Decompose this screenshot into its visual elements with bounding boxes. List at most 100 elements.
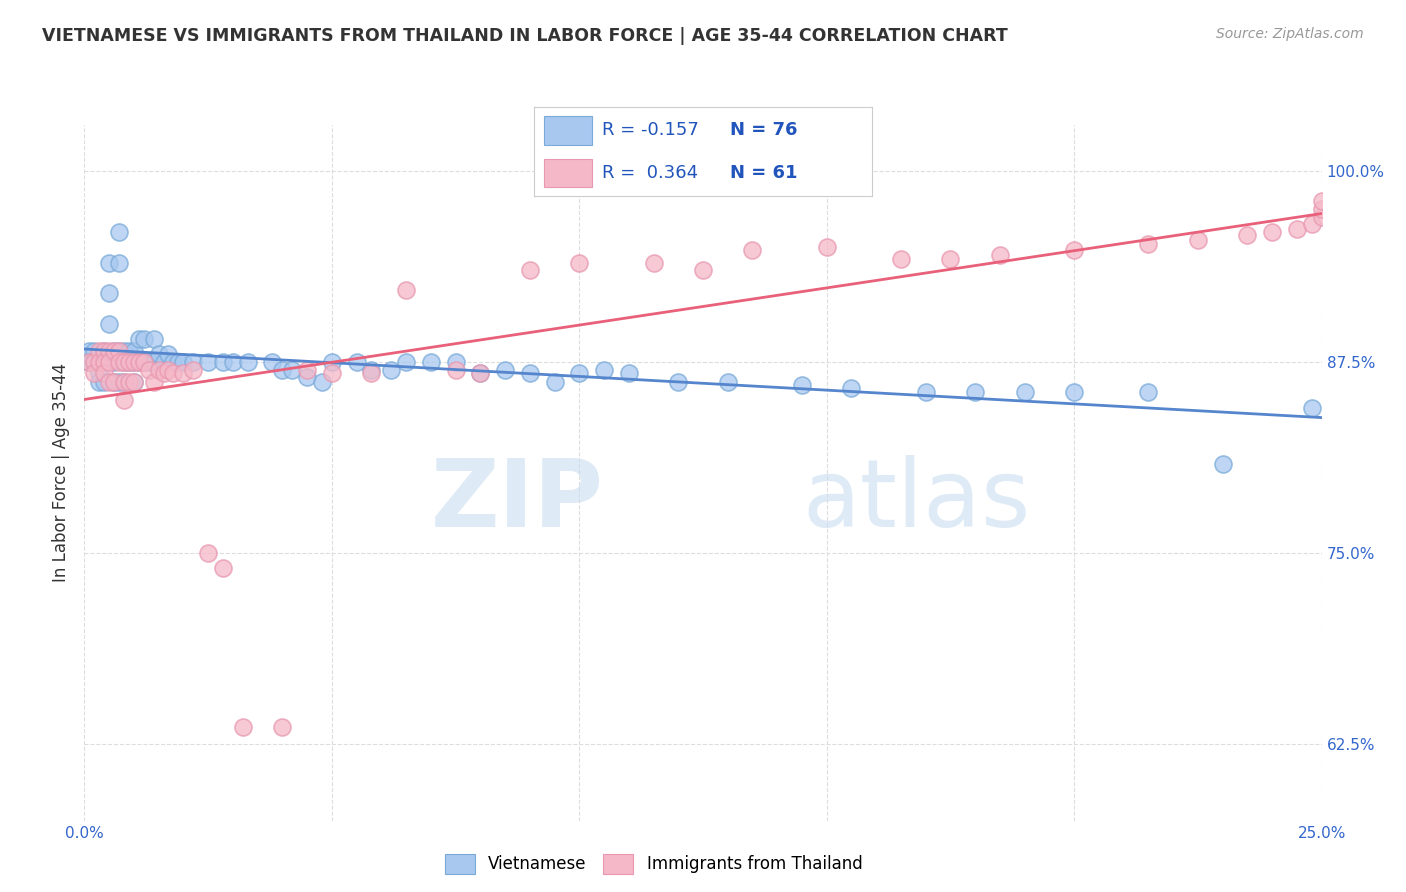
Point <box>98 317 121 331</box>
Point <box>108 355 131 369</box>
Point <box>815 240 838 254</box>
Point <box>543 375 565 389</box>
Legend: Vietnamese, Immigrants from Thailand: Vietnamese, Immigrants from Thailand <box>436 846 870 882</box>
Point <box>93 366 115 380</box>
Point <box>181 362 204 376</box>
Point <box>1187 233 1209 247</box>
Point <box>98 344 121 359</box>
Point <box>148 362 170 376</box>
Point <box>138 362 160 376</box>
Point <box>142 332 165 346</box>
Point <box>98 375 121 389</box>
Point <box>617 366 640 380</box>
FancyBboxPatch shape <box>544 159 592 187</box>
Point <box>395 283 418 297</box>
Point <box>1310 194 1333 209</box>
Point <box>172 366 194 380</box>
Point <box>108 255 131 269</box>
Point <box>152 355 174 369</box>
Point <box>295 370 318 384</box>
Point <box>118 344 141 359</box>
Text: N = 76: N = 76 <box>730 121 797 139</box>
Point <box>1301 401 1323 415</box>
Point <box>142 375 165 389</box>
Point <box>1310 210 1333 224</box>
Point <box>1014 385 1036 400</box>
Point <box>197 546 219 560</box>
Point <box>1137 237 1160 252</box>
Point <box>162 355 184 369</box>
Point <box>103 344 125 359</box>
Point <box>222 355 245 369</box>
Point <box>360 366 382 380</box>
Point <box>741 244 763 258</box>
Point <box>93 344 115 359</box>
Point <box>692 263 714 277</box>
Point <box>108 344 131 359</box>
Point <box>167 355 190 369</box>
Point <box>1137 385 1160 400</box>
Point <box>118 375 141 389</box>
Point <box>360 362 382 376</box>
Point <box>666 375 689 389</box>
Point <box>197 355 219 369</box>
Point <box>262 355 284 369</box>
Point <box>232 720 254 734</box>
Point <box>321 355 343 369</box>
Point <box>103 344 125 359</box>
Point <box>988 248 1011 262</box>
Point <box>470 366 492 380</box>
Point <box>346 355 368 369</box>
Point <box>122 355 145 369</box>
Text: Source: ZipAtlas.com: Source: ZipAtlas.com <box>1216 27 1364 41</box>
Point <box>112 375 135 389</box>
Point <box>83 355 105 369</box>
Point <box>519 263 541 277</box>
Point <box>162 366 184 380</box>
Point <box>444 355 467 369</box>
Text: N = 61: N = 61 <box>730 164 797 182</box>
Point <box>157 347 180 361</box>
Point <box>122 375 145 389</box>
Point <box>83 366 105 380</box>
Point <box>103 355 125 369</box>
Point <box>103 375 125 389</box>
Point <box>568 255 591 269</box>
Point <box>470 366 492 380</box>
Point <box>1063 244 1085 258</box>
Point <box>112 393 135 408</box>
Point <box>83 344 105 359</box>
Point <box>89 375 111 389</box>
Point <box>138 355 160 369</box>
Point <box>122 344 145 359</box>
Point <box>271 362 294 376</box>
Point <box>494 362 516 376</box>
Point <box>83 355 105 369</box>
Text: VIETNAMESE VS IMMIGRANTS FROM THAILAND IN LABOR FORCE | AGE 35-44 CORRELATION CH: VIETNAMESE VS IMMIGRANTS FROM THAILAND I… <box>42 27 1008 45</box>
Point <box>89 366 111 380</box>
Point <box>152 366 174 380</box>
Point <box>212 355 235 369</box>
Point <box>236 355 259 369</box>
Point <box>157 362 180 376</box>
Point <box>717 375 740 389</box>
Point <box>790 377 813 392</box>
Point <box>89 355 111 369</box>
Point <box>914 385 936 400</box>
Point <box>593 362 616 376</box>
Point <box>98 255 121 269</box>
Point <box>118 355 141 369</box>
Point <box>181 355 204 369</box>
Point <box>93 355 115 369</box>
Point <box>122 355 145 369</box>
Text: ZIP: ZIP <box>432 455 605 547</box>
Point <box>519 366 541 380</box>
Point <box>1301 217 1323 231</box>
Point <box>1236 227 1258 242</box>
Point <box>1261 225 1284 239</box>
Point <box>128 355 150 369</box>
Point <box>108 225 131 239</box>
Text: atlas: atlas <box>801 455 1031 547</box>
Point <box>939 252 962 267</box>
Point <box>890 252 912 267</box>
